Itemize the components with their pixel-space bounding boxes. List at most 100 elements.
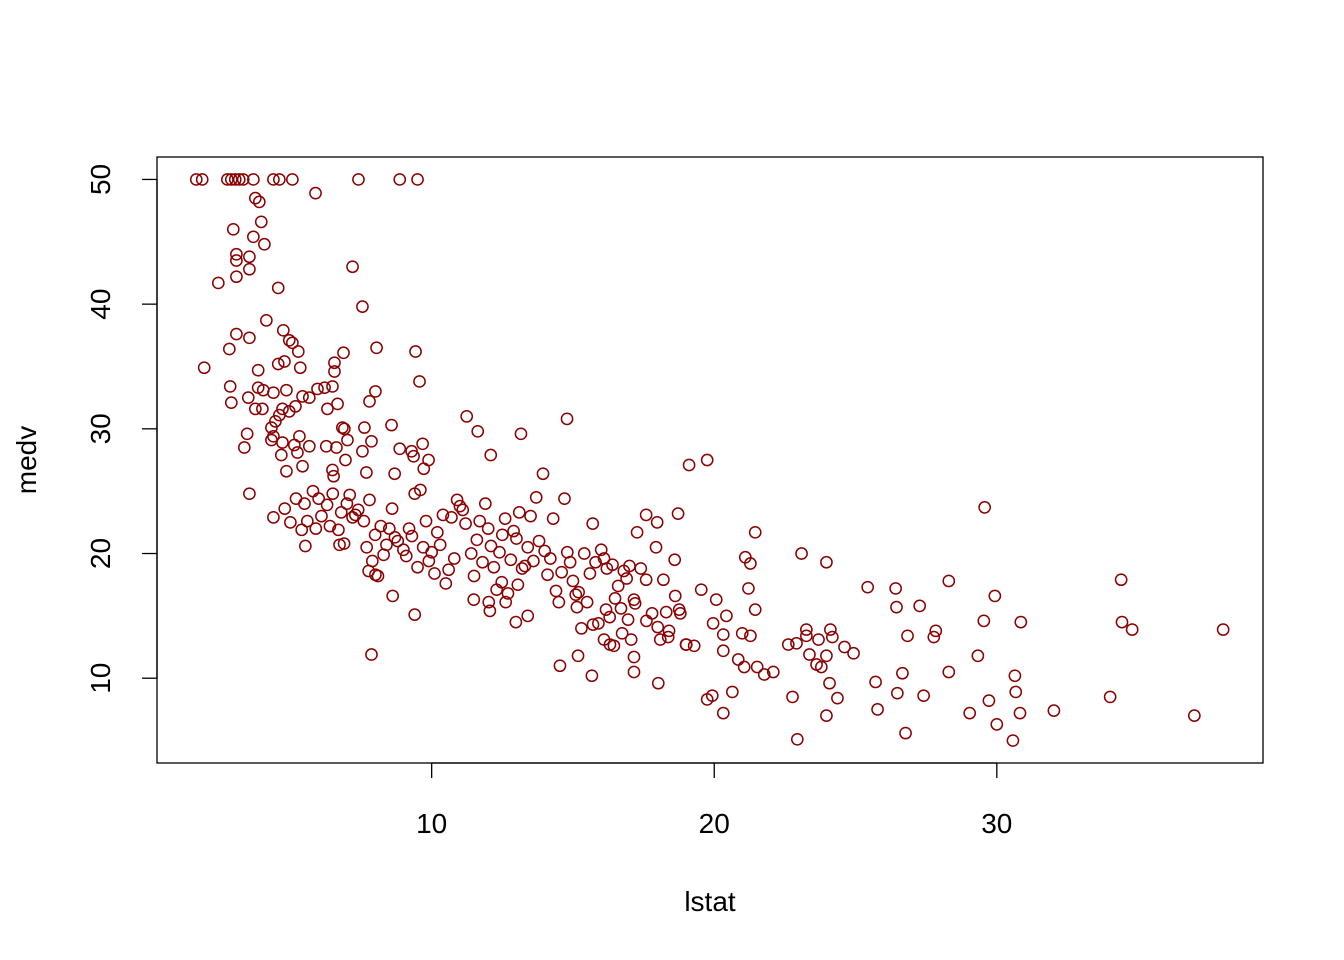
data-point (673, 607, 687, 620)
data-point (430, 525, 444, 539)
data-point (532, 534, 546, 548)
data-point (553, 659, 567, 673)
data-point (276, 323, 290, 337)
data-point (237, 441, 251, 454)
data-point (614, 602, 628, 615)
data-point (334, 506, 348, 519)
data-point (365, 434, 378, 448)
data-point (311, 382, 324, 396)
y-tick-label: 50 (85, 164, 116, 195)
y-tick-label: 40 (85, 289, 116, 320)
data-point (258, 237, 271, 251)
y-axis: 10 20 30 40 50 (85, 164, 158, 694)
data-point (766, 665, 780, 679)
data-point (563, 555, 577, 569)
data-point (705, 689, 719, 703)
data-point (230, 270, 243, 284)
data-point (657, 573, 670, 587)
data-point (630, 525, 644, 539)
data-point (405, 529, 419, 543)
data-point (580, 595, 594, 609)
data-point (679, 638, 693, 651)
data-point (620, 572, 633, 585)
data-point (302, 391, 316, 405)
data-point (388, 467, 401, 481)
data-point (248, 402, 262, 416)
data-point (889, 582, 903, 595)
data-point (280, 464, 293, 478)
data-point (269, 414, 282, 428)
data-point (735, 626, 749, 640)
data-point (337, 422, 351, 436)
data-point (611, 579, 625, 593)
data-point (302, 439, 316, 453)
data-point (812, 633, 825, 646)
data-point (386, 589, 400, 603)
data-point (360, 540, 374, 554)
data-point (982, 694, 996, 708)
data-point (374, 519, 388, 533)
data-point (408, 608, 422, 621)
data-point (256, 402, 269, 416)
data-point (963, 706, 977, 720)
data-point (640, 614, 653, 628)
data-point (608, 592, 622, 605)
data-point (276, 402, 289, 416)
data-point (330, 441, 343, 454)
x-tick-label: 10 (416, 808, 447, 839)
data-point (464, 547, 478, 560)
data-point (356, 300, 369, 313)
x-axis: 10 20 30 (416, 762, 1012, 839)
data-point (507, 524, 520, 538)
data-point (800, 623, 813, 636)
data-point (483, 604, 497, 618)
data-point (838, 640, 851, 654)
data-point (195, 173, 209, 186)
data-point (913, 599, 927, 613)
data-point (790, 732, 804, 746)
data-point (555, 565, 568, 579)
data-point (786, 690, 799, 704)
data-point (254, 215, 268, 229)
data-point (473, 514, 487, 528)
data-point (511, 578, 525, 592)
data-point (211, 276, 225, 290)
data-point (365, 648, 378, 661)
data-point (571, 649, 585, 663)
data-point (419, 514, 433, 528)
data-point (607, 639, 621, 653)
data-point (499, 595, 513, 609)
data-point (356, 444, 369, 458)
data-point (293, 361, 307, 375)
data-point (1115, 615, 1129, 629)
data-point (668, 589, 682, 603)
data-point (501, 587, 515, 600)
data-point (495, 528, 509, 542)
data-point (282, 405, 296, 418)
data-point (252, 195, 266, 209)
data-point (493, 545, 506, 559)
data-point (990, 717, 1004, 731)
y-tick-label: 10 (85, 663, 116, 694)
data-point (649, 540, 663, 554)
data-point (716, 644, 730, 658)
data-point (267, 173, 280, 186)
data-point (899, 726, 912, 740)
data-point (826, 630, 839, 644)
data-point (1114, 573, 1128, 587)
data-point (484, 539, 498, 553)
data-point (267, 386, 280, 400)
data-point (328, 356, 341, 370)
data-point (230, 254, 243, 267)
data-point (527, 554, 540, 568)
data-point (271, 281, 285, 295)
data-point (265, 421, 278, 434)
data-point (291, 345, 305, 358)
data-point (360, 466, 373, 479)
data-point (328, 365, 341, 378)
data-point (280, 383, 293, 397)
data-point (409, 345, 422, 358)
data-point (725, 685, 739, 699)
y-axis-label: medv (11, 426, 42, 494)
data-point (385, 418, 398, 432)
